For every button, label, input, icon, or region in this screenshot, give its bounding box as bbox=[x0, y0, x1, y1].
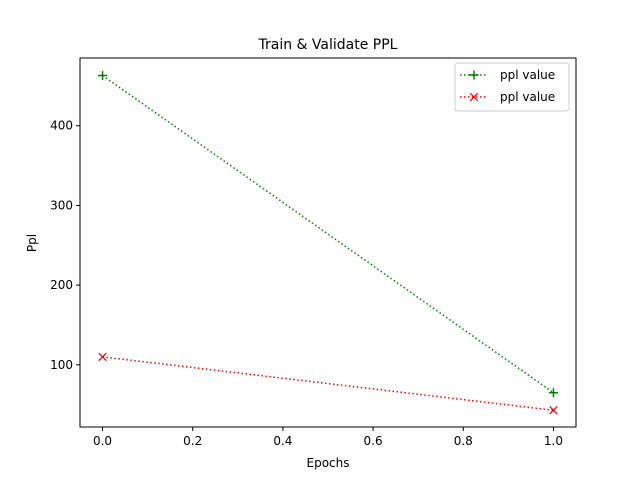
legend: ppl value ppl value bbox=[454, 62, 570, 112]
series-2 bbox=[98, 352, 558, 415]
legend-label: ppl value bbox=[500, 90, 555, 104]
series-1 bbox=[98, 71, 558, 398]
chart-title: Train & Validate PPL bbox=[258, 37, 398, 53]
plot-frame bbox=[79, 57, 577, 428]
legend-entry: ppl value bbox=[460, 68, 555, 82]
series-layer bbox=[98, 71, 558, 415]
plot-area bbox=[80, 58, 576, 427]
x-tick-label: 0.6 bbox=[364, 434, 383, 448]
x-axis-label: Epochs bbox=[307, 456, 350, 470]
x-tick-label: 0.8 bbox=[454, 434, 473, 448]
legend-box bbox=[454, 62, 570, 112]
legend-marker bbox=[469, 92, 479, 102]
x-tick-label: 1.0 bbox=[544, 434, 563, 448]
x-tick-label: 0.0 bbox=[93, 434, 112, 448]
y-tick-label: 200 bbox=[50, 278, 73, 292]
x-tick-label: 0.2 bbox=[183, 434, 202, 448]
legend-marker bbox=[469, 70, 479, 80]
marker-stroke bbox=[469, 92, 479, 102]
data-point bbox=[548, 388, 558, 398]
x-axis-ticks: 0.0 0.2 0.4 0.6 0.8 1.0 bbox=[93, 427, 563, 448]
legend-label: ppl value bbox=[500, 68, 555, 82]
legend-entry: ppl value bbox=[460, 90, 555, 104]
data-point bbox=[98, 352, 107, 362]
data-point bbox=[549, 406, 558, 415]
y-axis-label: Ppl bbox=[25, 234, 39, 252]
data-point bbox=[98, 71, 108, 81]
y-tick-label: 100 bbox=[50, 358, 73, 372]
y-tick-label: 300 bbox=[50, 198, 73, 212]
marker-stroke bbox=[98, 352, 107, 362]
y-tick-label: 400 bbox=[50, 119, 73, 133]
x-tick-label: 0.4 bbox=[273, 434, 292, 448]
y-axis-ticks: 100 200 300 400 bbox=[50, 119, 80, 372]
marker-stroke bbox=[549, 406, 558, 415]
legend-entries: ppl value ppl value bbox=[460, 68, 555, 104]
